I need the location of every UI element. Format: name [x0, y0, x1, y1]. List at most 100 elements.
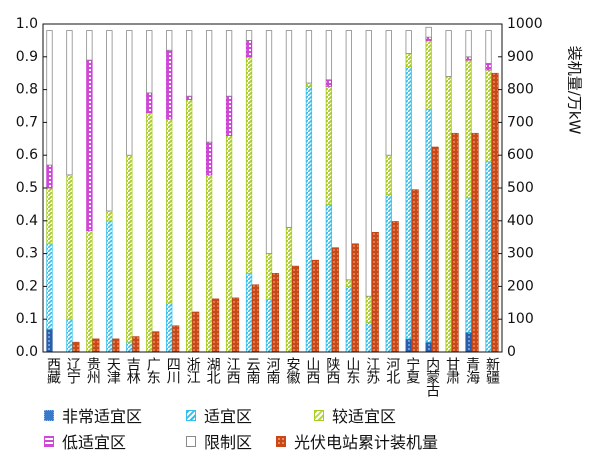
bar-segment-低适宜区 [86, 59, 93, 232]
y-right-tick-label: 500 [507, 180, 534, 196]
pv-capacity-bar [212, 298, 220, 353]
x-tick-label: 贵州 [85, 357, 101, 384]
bar-segment-适宜区 [385, 194, 392, 353]
pv-capacity-bar [431, 146, 439, 353]
legend-label: 适宜区 [204, 407, 253, 426]
x-tick-label: 宁夏 [404, 356, 420, 384]
bar-segment-非常适宜区 [425, 341, 432, 353]
x-tick-label: 山西 [304, 357, 320, 384]
y-right-tick-label: 300 [507, 246, 534, 262]
bar-segment-低适宜区 [465, 56, 472, 61]
legend-label: 较适宜区 [332, 407, 397, 426]
bar-segment-适宜区 [325, 203, 333, 353]
bar-segment-较适宜区 [245, 56, 253, 274]
pv-capacity-bar [112, 338, 120, 353]
y-right-tick-label: 700 [507, 114, 534, 130]
legend-item-pv-capacity: 光伏电站累计装机量 [276, 430, 438, 452]
bar-segment-适宜区 [66, 318, 73, 353]
x-tick-label: 河北 [384, 357, 400, 385]
pv-capacity-bar [451, 132, 459, 353]
bar-segment-限制区 [265, 30, 273, 254]
pv-capacity-bar [172, 325, 180, 353]
pv-capacity-bar [72, 341, 80, 353]
x-tick-label: 天津 [105, 357, 121, 384]
bar-segment-适宜区 [106, 220, 113, 353]
y-right-tick-label: 400 [507, 213, 534, 229]
bar-segment-较适宜区 [186, 99, 193, 353]
bar-segment-较适宜区 [46, 187, 53, 245]
x-tick-label: 广东 [145, 357, 161, 384]
pv-capacity-bar [291, 265, 300, 353]
x-tick-label: 吉林 [125, 357, 141, 384]
bar-segment-限制区 [186, 30, 193, 97]
x-tick-label: 浙江 [185, 357, 201, 384]
bar-segment-较适宜区 [285, 226, 293, 353]
x-tick-label: 山东 [344, 357, 360, 384]
bar-segment-限制区 [166, 30, 173, 51]
bar-segment-适宜区 [305, 85, 313, 353]
pv-capacity-bar [371, 231, 379, 353]
bar-segment-较适宜区 [425, 40, 432, 110]
bar-segment-限制区 [385, 30, 392, 156]
bar-segment-限制区 [325, 30, 333, 81]
pv-capacity-bar [232, 297, 240, 353]
pv-capacity-bar [311, 259, 319, 353]
y-left-tick-label: 0.1 [16, 311, 38, 327]
bar-segment-适宜区 [265, 299, 273, 353]
bar-segment-限制区 [205, 30, 213, 143]
bar-segment-较适宜区 [66, 174, 73, 320]
bar-segment-非常适宜区 [405, 338, 412, 353]
bar-segment-适宜区 [485, 161, 492, 353]
bar-segment-非常适宜区 [465, 331, 472, 353]
bar-segment-低适宜区 [485, 62, 492, 71]
x-tick-label: 内蒙古 [424, 357, 440, 397]
bar-segment-适宜区 [465, 197, 472, 333]
pv-capacity-bar [391, 221, 399, 353]
bar-segment-限制区 [225, 30, 233, 97]
y-right-tick-label: 1000 [507, 16, 543, 32]
pv-capacity-bar [351, 243, 359, 353]
bar-segment-较适宜区 [485, 69, 492, 163]
pv-capacity-bar [491, 72, 499, 353]
bar-segment-较适宜区 [205, 174, 213, 353]
y-right-tick-label: 900 [507, 49, 534, 65]
y-right-tick-label: 800 [507, 82, 534, 98]
bar-segment-较适宜区 [385, 154, 392, 195]
x-tick-label: 西藏 [45, 357, 61, 384]
bar-segment-低适宜区 [205, 141, 213, 176]
y-left-tick-label: 0.0 [16, 344, 38, 360]
chart-canvas: 西藏 辽宁 贵州 天津 吉林 广东 四川 浙江 湖北 江西 云南 河南 安徽 山西 陕西 山东 江苏 河北 宁夏 内蒙… [16, 16, 584, 397]
x-tick-label: 江苏 [364, 357, 380, 385]
bar-segment-较适宜区 [146, 112, 153, 353]
bar-segment-非常适宜区 [46, 328, 53, 353]
bar-segment-低适宜区 [225, 95, 233, 136]
legend-item-suitable: 适宜区 [186, 404, 252, 426]
bar-segment-限制区 [126, 30, 133, 156]
legend-item-low-suitable: 低适宜区 [44, 430, 126, 452]
legend-item-restricted: 限制区 [186, 430, 252, 452]
y-right-tick-label: 0 [507, 344, 516, 360]
pv-capacity-bar [152, 331, 160, 353]
bar-segment-限制区 [106, 30, 113, 212]
x-tick-label: 青海 [464, 357, 480, 384]
right-axis-label: 装机量/万kW [566, 46, 584, 135]
bar-segment-适宜区 [425, 108, 432, 343]
legend: 非常适宜区 适宜区 较适宜区 低适宜区 限制区 光伏电站累计装机量 [40, 404, 580, 470]
bar-segment-低适宜区 [46, 164, 53, 189]
bar-segment-较适宜区 [305, 82, 313, 87]
pv-capacity-bar [92, 338, 100, 353]
bar-segment-适宜区 [126, 341, 133, 353]
y-left-tick-label: 0.6 [16, 147, 38, 163]
bar-segment-较适宜区 [405, 53, 412, 68]
pv-capacity-bar [192, 311, 200, 353]
bar-segment-限制区 [46, 30, 53, 166]
bar-segment-限制区 [345, 30, 352, 281]
x-tick-label: 河南 [265, 357, 281, 384]
x-tick-label: 云南 [245, 357, 261, 384]
y-right-tick-label: 200 [507, 278, 534, 294]
bar-segment-较适宜区 [345, 279, 352, 287]
pv-capacity-bar [411, 189, 419, 353]
x-tick-label: 新疆 [484, 357, 500, 384]
y-right-tick-label: 600 [507, 147, 534, 163]
y-left-tick-label: 0.5 [16, 180, 38, 196]
